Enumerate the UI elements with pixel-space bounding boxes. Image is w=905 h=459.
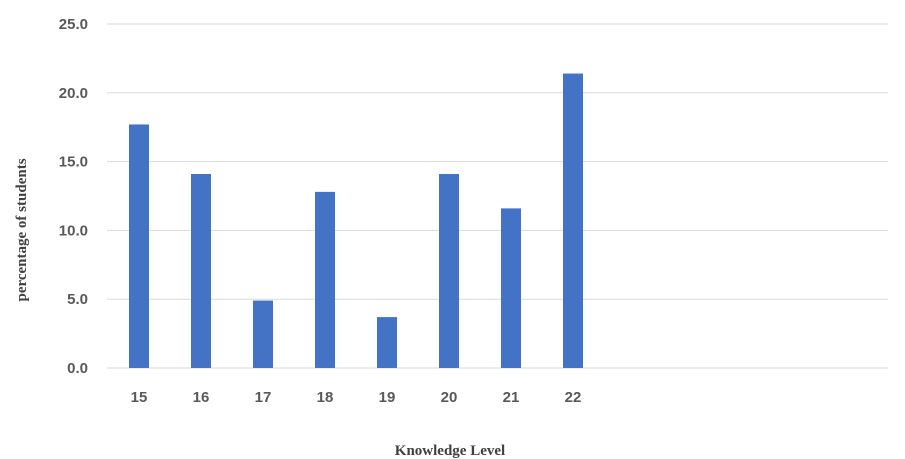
x-tick-label: 20 — [441, 389, 458, 406]
y-tick-label: 0.0 — [67, 360, 88, 377]
x-tick-label: 15 — [131, 389, 148, 406]
bar-15 — [129, 124, 149, 368]
x-tick-label: 18 — [317, 389, 334, 406]
y-tick-label: 10.0 — [59, 222, 88, 239]
bar-19 — [377, 317, 397, 368]
y-tick-label: 25.0 — [59, 16, 88, 33]
x-tick-label: 21 — [503, 389, 520, 406]
gridlines — [107, 23, 888, 369]
y-tick-label: 15.0 — [59, 154, 88, 171]
bar-18 — [315, 191, 335, 368]
bar-16 — [191, 173, 211, 368]
bar-22 — [563, 73, 583, 368]
bars — [129, 73, 583, 368]
bar-17 — [253, 300, 273, 368]
y-axis-title: percentage of students — [14, 158, 30, 301]
x-tick-label: 16 — [193, 389, 210, 406]
x-tick-label: 22 — [565, 389, 582, 406]
bar-21 — [501, 208, 521, 368]
x-axis-ticks: 15 16 17 18 19 20 21 22 — [131, 389, 582, 406]
x-tick-label: 17 — [255, 389, 272, 406]
y-tick-label: 20.0 — [59, 85, 88, 102]
x-tick-label: 19 — [379, 389, 396, 406]
y-axis-ticks: 0.0 5.0 10.0 15.0 20.0 25.0 — [59, 16, 88, 377]
bar-20 — [439, 173, 459, 368]
y-tick-label: 5.0 — [67, 291, 88, 308]
x-axis-title: Knowledge Level — [395, 443, 505, 459]
